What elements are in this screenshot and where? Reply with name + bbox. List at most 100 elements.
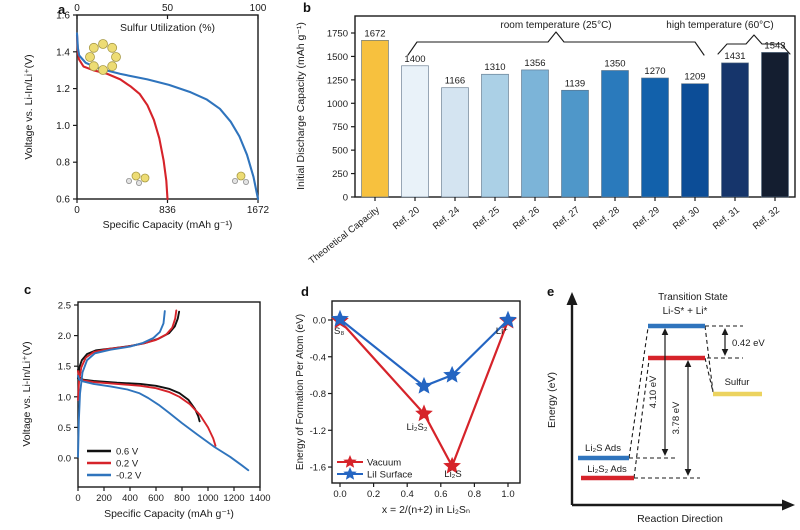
bar-ref-25 [481,73,509,198]
barrier-4p10-arrow [661,328,669,456]
bar-theoretical-capacity [361,40,389,198]
bar-category-label: Ref. 29 [631,205,662,233]
bar-ref-29 [641,77,669,198]
svg-text:0.0: 0.0 [313,316,326,327]
high-temperature-bracket [717,34,791,55]
panel-d-ylabel: Energy of Formation Per Atom (eV) [295,314,306,470]
li2s2-molecule-icon [126,171,150,186]
panel-a-ylabel: Voltage vs. Li-In/Li⁺(V) [23,54,35,159]
dashed-connector [633,359,650,479]
panel-b-ylabel: Initial Discharge Capacity (mAh g⁻¹) [295,22,307,190]
bar-value-label: 1139 [565,78,585,89]
bar-ref-32 [761,52,789,198]
sulfur-level-label: Sulfur [725,377,750,388]
bar-value-label: 1270 [644,66,665,77]
svg-text:1.0: 1.0 [58,392,71,403]
panel-c--0.2V-discharge [77,375,250,472]
svg-text:1.2: 1.2 [56,84,70,95]
bar-category-label: Ref. 27 [551,205,582,233]
svg-text:0.4: 0.4 [401,489,414,500]
bar-category-label: Ref. 25 [471,205,502,233]
point-label: Li⁺ [496,326,508,337]
bar-value-label: 1166 [445,76,465,87]
point-label: Li₂S [444,469,461,480]
high-temperature-bracket-label: high temperature (60°C) [666,20,773,31]
barrier-3p78-arrow [684,360,692,476]
bar-category-label: Ref. 31 [711,205,742,233]
svg-text:800: 800 [174,493,190,504]
panel-c-ylabel: Voltage vs. Li-In/Li⁺(V) [21,341,33,446]
bar-ref-24 [441,87,469,198]
s8-ring-icon [85,39,121,75]
bar-category-label: Theoretical Capacity [307,205,382,267]
panel-a: a 0.6 0.8 1.0 1.2 1.4 1.6 0 836 1672 0 50 100 Sulfur… [10,0,290,250]
svg-text:-1.6: -1.6 [310,463,326,474]
svg-text:-0.8: -0.8 [310,389,326,400]
panel-c-label: c [24,282,32,297]
voltage-profile-chart: 0.6 0.8 1.0 1.2 1.4 1.6 0 836 1672 0 50 100 Sulfur U… [23,3,270,231]
panel-b-label: b [303,0,311,15]
bar-category-label: Ref. 24 [431,205,462,233]
bar-value-label: 1672 [364,28,385,39]
panel-e-chart: Energy (eV) Reaction Direction Li₂S Ads Li₂… [545,270,800,530]
star-marker [443,456,461,474]
bar-value-label: 1209 [684,72,705,83]
svg-text:600: 600 [148,493,164,504]
svg-text:0.0: 0.0 [333,489,346,500]
panel-d-lii-surface-line [338,318,510,388]
panel-a-label: a [58,2,66,17]
svg-text:0.2: 0.2 [367,489,380,500]
formation-energy-chart: 0.0 -0.4 -0.8 -1.2 -1.6 0.0 0.2 0.4 0.6 0.8 1.0 x =… [295,300,521,516]
panel-c: c 0.0 0.5 1.0 1.5 2.0 2.5 0 200 400 600 800 1000 120… [10,270,290,530]
bar-ref-26 [521,69,549,198]
panel-c-xlabel: Specific Capacity (mAh g⁻¹) [104,508,234,520]
dashed-connector [628,327,649,459]
transition-state-species: Li-S* + Li* [663,306,708,317]
panel-b: b 0 250 500 750 1000 1250 1500 1750 Initial Disc… [290,0,800,268]
bar-category-label: Ref. 28 [591,205,622,233]
svg-text:500: 500 [332,146,348,157]
panel-c-legend: 0.6 V0.2 V-0.2 V [87,447,142,482]
svg-text:1.0: 1.0 [56,121,70,132]
panel-d-label: d [301,284,309,299]
bar-value-label: 1356 [524,58,545,69]
svg-text:1200: 1200 [223,493,244,504]
svg-text:0: 0 [74,205,80,216]
panel-c-chart: 0.0 0.5 1.0 1.5 2.0 2.5 0 200 400 600 800 1000 1200 1… [10,270,290,530]
svg-text:1000: 1000 [197,493,218,504]
svg-text:0: 0 [74,3,80,14]
svg-text:400: 400 [122,493,138,504]
svg-text:1400: 1400 [249,493,270,504]
svg-text:0.6: 0.6 [56,195,70,206]
panel-e: e Energy (eV) Reaction Direction Li₂S Ads L… [545,270,800,530]
bar-ref-30 [681,83,709,198]
bar-category-label: Ref. 20 [391,205,422,233]
li2s2-ads-level-label: Li₂S₂ Ads [587,464,627,475]
legend-label: -0.2 V [116,471,142,482]
svg-text:750: 750 [332,122,348,133]
svg-text:0: 0 [75,493,80,504]
bar-category-label: Ref. 26 [511,205,542,233]
svg-text:-1.2: -1.2 [310,426,326,437]
barrier-3p78-label: 3.78 eV [671,401,682,434]
svg-text:0.8: 0.8 [56,158,70,169]
svg-text:836: 836 [159,205,176,216]
svg-text:0.8: 0.8 [468,489,481,500]
panel-a-chart: 0.6 0.8 1.0 1.2 1.4 1.6 0 836 1672 0 50 100 Sulfur U… [10,0,290,250]
panel-d-vacuum-line [338,319,510,468]
sulfur-utilization-axis-title: Sulfur Utilization (%) [120,22,215,34]
svg-text:-0.4: -0.4 [310,352,326,363]
bar-category-label: Ref. 32 [751,205,782,233]
svg-text:1.5: 1.5 [58,362,71,373]
star-marker [331,309,349,327]
legend-label: LiI Surface [367,470,412,481]
bar-value-label: 1400 [404,54,425,65]
room-temperature-bracket [407,31,705,56]
barrier-0p42-label: 0.42 eV [732,338,765,349]
svg-text:100: 100 [250,3,267,14]
bar-value-label: 1431 [724,51,745,62]
point-label: S₈ [334,326,344,337]
capacity-comparison-bar-chart: 0 250 500 750 1000 1250 1500 1750 Initial Discha… [295,15,796,267]
panel-c-0.6V-discharge [77,368,201,423]
